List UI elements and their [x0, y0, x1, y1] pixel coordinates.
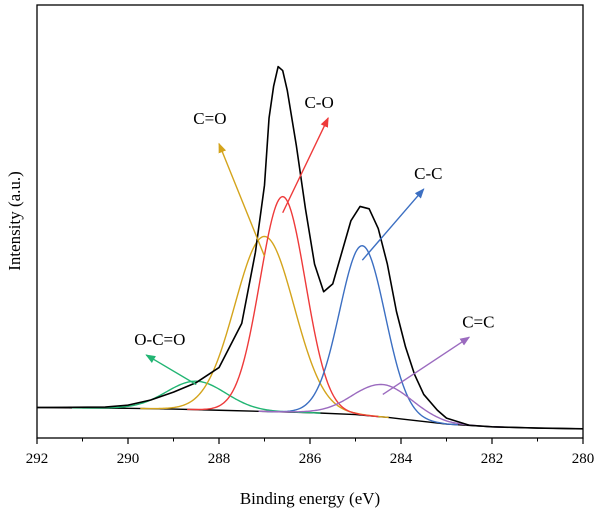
annotation-arrow-c-o — [218, 142, 266, 257]
annotation-label-c-o: C-O — [304, 93, 333, 112]
annotation-label-o-c-o: O-C=O — [134, 330, 185, 349]
annotation-arrow-o-c-o — [145, 354, 197, 386]
plot-frame — [36, 4, 584, 439]
x-tick-label-290: 290 — [117, 451, 140, 467]
annotation-label-c-o: C=O — [193, 109, 226, 128]
y-axis-title: Intensity (a.u.) — [5, 171, 24, 271]
x-tick-label-286: 286 — [299, 451, 322, 467]
annotation-label-c-c: C=C — [462, 312, 494, 331]
x-tick-label-292: 292 — [26, 451, 49, 467]
x-axis-title: Binding energy (eV) — [240, 489, 380, 508]
peak-annotations: O-C=O C=O C-O C-C C=C — [134, 93, 494, 396]
plot-area — [36, 65, 584, 430]
x-tick-label-284: 284 — [390, 451, 413, 467]
annotation-arrow-c-c — [361, 188, 425, 261]
annotation-label-c-c: C-C — [414, 164, 442, 183]
x-tick-label-280: 280 — [572, 451, 595, 467]
x-axis: 292 290 288 286 284 282 280 — [26, 438, 595, 467]
annotation-arrow-c-c — [382, 336, 471, 396]
component-peak-c-o — [187, 195, 379, 418]
envelope-line — [36, 65, 584, 430]
x-tick-label-288: 288 — [208, 451, 231, 467]
annotation-arrow-c-o — [282, 117, 329, 214]
component-peak-c-c — [258, 383, 508, 428]
x-tick-label-282: 282 — [481, 451, 504, 467]
component-peak-c-c — [266, 245, 458, 426]
